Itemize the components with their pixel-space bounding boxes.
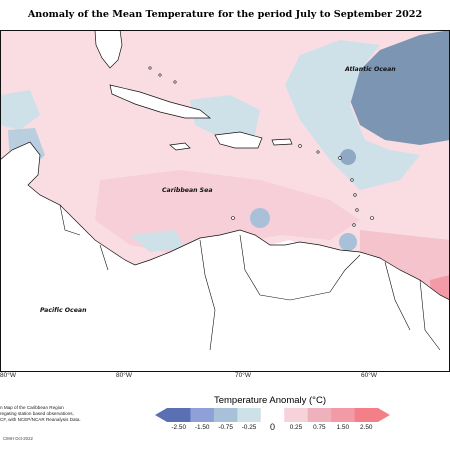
cool-anomaly-gulf xyxy=(0,90,40,130)
legend-cell xyxy=(307,408,332,422)
legend-cell xyxy=(260,408,285,422)
legend-tick-label: 2.50 xyxy=(360,424,373,431)
legend-arrow-right xyxy=(378,408,390,422)
copyright: CIMH Oct-2022 xyxy=(3,436,33,441)
credit-text: n Map of the Caribbean Region regating s… xyxy=(0,405,81,422)
land-central-america xyxy=(0,141,450,372)
label-atlantic-ocean: Atlantic Ocean xyxy=(344,65,396,73)
cool-anomaly-trinidad xyxy=(339,233,357,251)
credit-line: n Map of the Caribbean Region xyxy=(0,405,64,410)
land-hispaniola xyxy=(214,131,263,149)
legend-cell xyxy=(331,408,355,422)
legend-arrow-left xyxy=(155,408,167,422)
legend-tick-label: -0.75 xyxy=(218,424,233,431)
map-title: Anomaly of the Mean Temperature for the … xyxy=(27,9,423,20)
label-pacific-ocean: Pacific Ocean xyxy=(40,307,87,314)
cool-anomaly-colombia xyxy=(130,230,185,252)
credit-line: CF, with NCEP/NCAR Reanalysis Data. xyxy=(0,416,81,422)
land-cuba xyxy=(109,84,211,119)
legend-colorbar xyxy=(155,408,390,422)
legend-tick-label: 0 xyxy=(269,422,276,432)
legend-cells xyxy=(167,408,379,422)
legend-cell xyxy=(354,408,379,422)
legend-cell xyxy=(237,408,262,422)
land-puerto-rico xyxy=(271,138,293,146)
legend-title: Temperature Anomaly (°C) xyxy=(213,395,327,406)
cool-anomaly-lesser-antilles xyxy=(340,149,356,165)
legend-tick-label: -2.50 xyxy=(171,424,187,431)
cool-anomaly-bahamas xyxy=(190,95,260,140)
cool-anomaly-atlantic-deep xyxy=(350,30,450,145)
longitude-label-70w: 70°W xyxy=(235,372,251,379)
lesser-antilles xyxy=(148,66,374,227)
land-masses xyxy=(0,30,450,372)
longitude-label-80w: 80°W xyxy=(116,372,132,379)
longitude-label-60w: 60°W xyxy=(361,372,377,379)
cool-anomaly-venezuela xyxy=(250,208,270,228)
legend-cell xyxy=(167,408,191,422)
legend-tick-label: -0.25 xyxy=(241,424,257,431)
country-borders xyxy=(59,204,441,351)
legend-cell xyxy=(284,408,308,422)
anomaly-map: Atlantic Ocean Caribbean Sea Pacific Oce… xyxy=(0,30,450,372)
legend-tick-label: 0.75 xyxy=(313,424,326,431)
legend-cell xyxy=(190,408,215,422)
legend-tick-label: -1.50 xyxy=(194,424,210,431)
credit-line: regating station based observations, xyxy=(0,410,74,416)
cool-anomaly-atlantic xyxy=(285,40,420,190)
legend-tick-label: 1.50 xyxy=(336,424,350,431)
land-florida xyxy=(94,30,123,69)
label-caribbean-sea: Caribbean Sea xyxy=(162,187,213,194)
legend-tick-label: 0.25 xyxy=(289,424,303,431)
longitude-label-left: 80°W xyxy=(0,372,16,379)
legend-cell xyxy=(213,408,238,422)
land-jamaica xyxy=(169,142,191,151)
